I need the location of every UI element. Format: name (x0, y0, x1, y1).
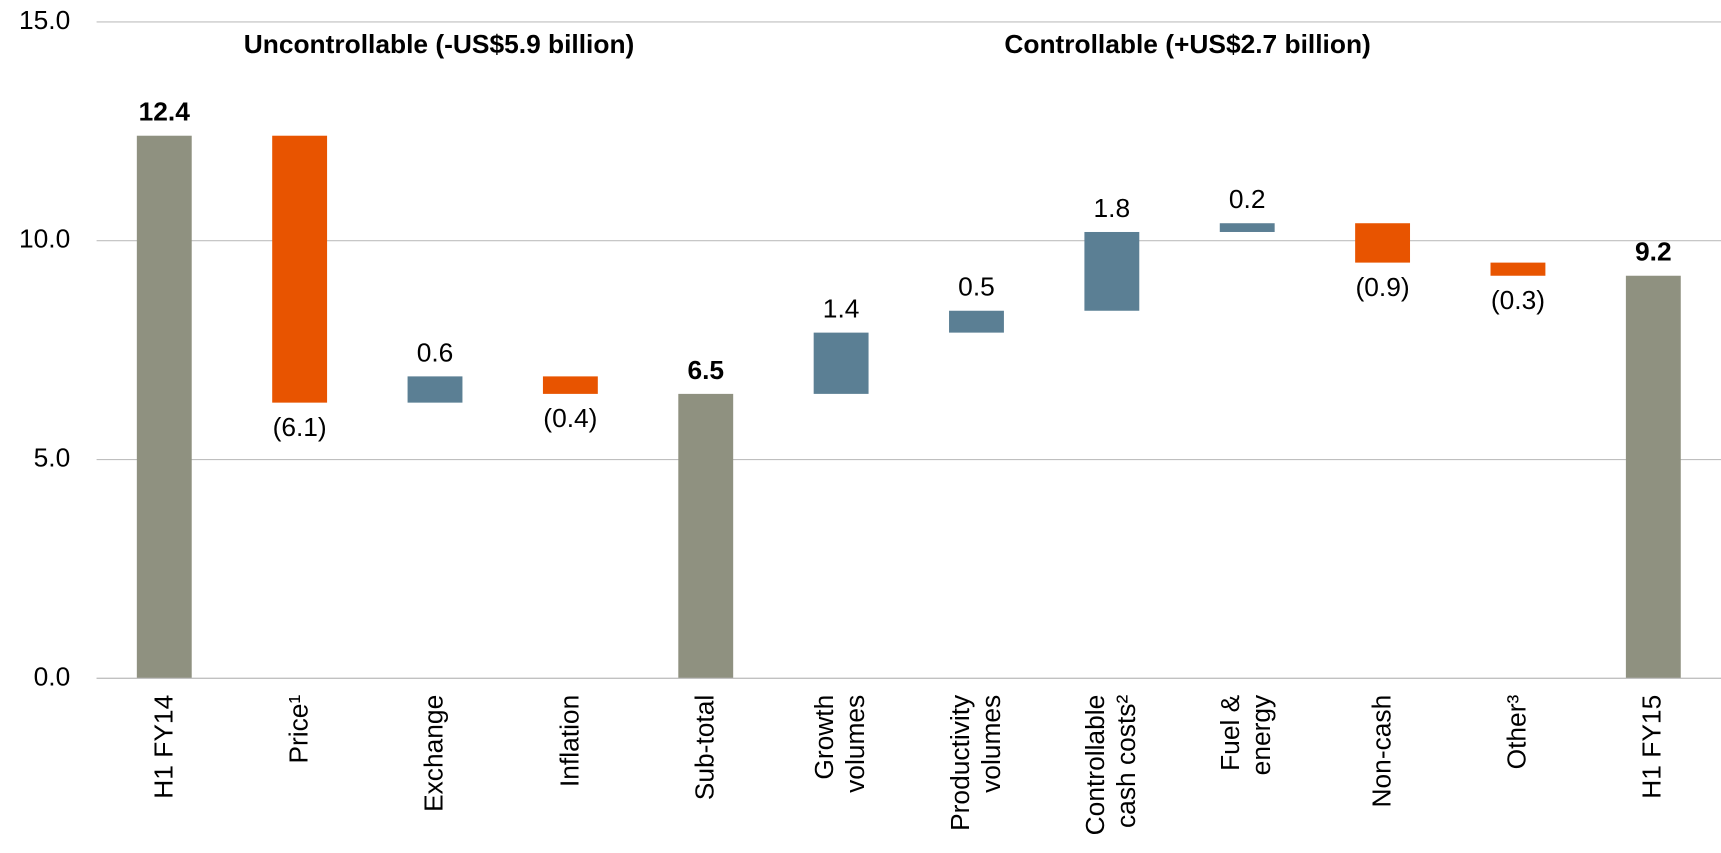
x-tick-label: Exchange (419, 694, 450, 812)
value-label: 12.4 (139, 97, 191, 127)
x-tick-label: Sub-total (690, 694, 721, 801)
value-label: 1.8 (1094, 193, 1131, 223)
x-tick-label: Other³ (1502, 694, 1533, 770)
y-tick-label: 0.0 (34, 661, 71, 691)
value-label: (6.1) (273, 412, 327, 442)
value-label: 6.5 (687, 355, 724, 385)
bar (407, 376, 463, 403)
value-label: 0.5 (958, 272, 995, 302)
annotation: Controllable (+US$2.7 billion) (1004, 29, 1370, 59)
x-tick-label: Productivity volumes (945, 694, 1007, 831)
x-tick-label: Price¹ (284, 694, 314, 764)
y-tick-label: 15.0 (19, 5, 70, 35)
y-tick-label: 10.0 (19, 224, 70, 254)
x-tick-label: Inflation (554, 694, 585, 788)
bar (1355, 223, 1411, 263)
bar (678, 393, 734, 679)
x-tick-label: Controllable cash costs² (1081, 694, 1142, 836)
x-tick-label: H1 FY14 (148, 694, 179, 799)
value-label: (0.9) (1356, 272, 1410, 302)
value-label: (0.3) (1491, 285, 1545, 315)
bar (1219, 223, 1275, 232)
bar (949, 310, 1004, 333)
bar (136, 135, 192, 679)
value-label: 1.4 (823, 294, 860, 324)
value-label: (0.4) (543, 403, 597, 433)
x-tick-label: Non-cash (1367, 694, 1397, 808)
x-tick-label: Growth volumes (810, 694, 871, 793)
bar (1490, 262, 1546, 276)
bar (1084, 231, 1140, 311)
value-label: 0.6 (417, 337, 454, 367)
annotation: Uncontrollable (-US$5.9 billion) (244, 29, 635, 59)
bar (542, 376, 598, 394)
value-label: 9.2 (1635, 237, 1672, 267)
bar (813, 332, 869, 394)
x-tick-label: Fuel & energy (1216, 694, 1277, 776)
x-tick-label: H1 FY15 (1637, 694, 1668, 799)
bar (272, 135, 328, 403)
bar (1625, 275, 1681, 679)
value-label: 0.2 (1229, 184, 1266, 214)
y-tick-label: 5.0 (34, 442, 71, 472)
